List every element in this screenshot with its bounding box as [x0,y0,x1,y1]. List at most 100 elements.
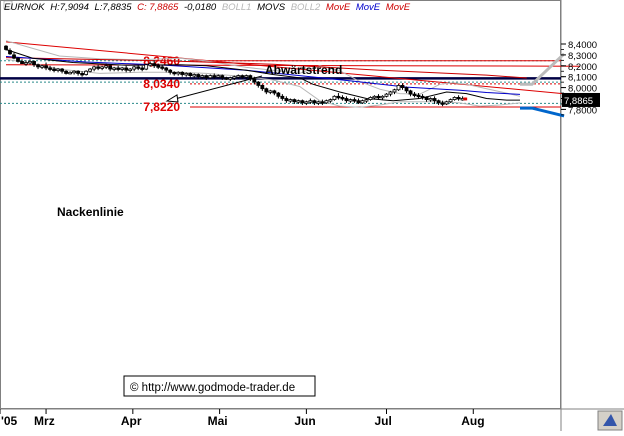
candle-body [312,100,317,104]
candle-body [16,57,20,62]
candle-body [404,87,409,92]
indicator-move-blue: MovE [356,2,381,13]
candle-body [136,66,141,69]
candle-body [320,101,325,104]
candle-body [12,54,16,59]
candle-body [52,68,56,71]
candle-body [344,98,349,102]
candle-body [256,81,261,86]
bollinger-upper [5,40,521,97]
candle-body [316,101,321,104]
projection-up [520,52,566,86]
ema-red [5,57,527,79]
candle-body [96,66,101,69]
svg-text:EURNOK H:7,9094: EURNOK H:7,9094 L:7,8835 C: 7,8865 -0,01… [4,2,411,13]
candle-body [444,101,449,105]
candle-body [452,97,457,100]
indicator-movs: MOVS [257,2,286,13]
candle-body [8,50,12,55]
x-tick-label: Mrz [34,414,55,428]
candle-body [84,70,89,75]
candle-body [364,99,369,102]
candle-body [208,75,213,79]
candle-body [396,85,401,91]
candle-body [4,45,8,50]
indicator-lines [5,40,527,108]
candle-body [348,99,353,102]
x-tick-label: '05 [1,414,18,428]
candle-body [28,61,32,64]
candle-body [352,99,357,102]
downtrend-line [5,41,581,96]
candle-body [276,92,281,97]
candle-body [372,95,377,99]
candle-body [128,68,133,71]
candle-body [440,102,445,105]
neckline-label: Nackenlinie [57,205,124,219]
candle-body [324,100,329,104]
chart-tool-button[interactable] [597,410,623,431]
candle-body [192,74,197,77]
y-tick-label: 8,4000 [568,40,597,51]
change-label: -0,0180 [184,2,217,13]
candle-body [164,67,169,71]
drawing-tool-icon[interactable] [603,414,617,426]
candle-body [120,67,125,70]
candle-body [360,100,365,104]
candle-body [108,65,113,70]
candle-body [336,95,341,99]
current-price-badge [562,92,600,107]
candle-body [100,66,105,69]
candle-body [160,66,165,69]
candle-body [152,63,157,67]
candle-body [32,61,36,66]
indicator-move-red-2: MovE [386,2,411,13]
candle-body [240,75,245,78]
candle-body [64,70,68,74]
candle-body [428,98,433,101]
candle-body [140,67,145,70]
candle-body [300,100,305,104]
candle-body [408,90,413,95]
candle-body [436,100,441,104]
projection-down [520,106,565,118]
close-label: C: 7,8865 [137,2,179,13]
candle-body [264,88,269,93]
candle-body [144,64,149,70]
x-tick-label: Jul [374,414,391,428]
trend-arrow-head [165,94,179,103]
candle-body [400,85,405,88]
sma-blue [5,56,521,95]
candle-body [448,99,453,103]
candle-body [292,99,297,103]
trend-label: Abwärtstrend [265,63,342,77]
low-label: L:7,8835 [95,2,133,13]
candle-body [288,99,293,102]
y-tick-label: 8,1000 [568,73,597,84]
candle-body [172,71,177,75]
candle-body [180,71,185,75]
candle-body [176,71,181,75]
candle-body [368,97,373,100]
indicator-boll1: BOLL1 [222,2,252,13]
candle-body [44,65,48,69]
candle-body [328,99,333,102]
candle-body [220,75,225,79]
candle-body [216,75,221,78]
candle-body [36,64,40,68]
candle-body [60,68,64,72]
candle-body [24,62,28,65]
candle-body [392,89,397,93]
candle-body [56,68,60,71]
bollinger-lower [5,58,521,108]
y-tick-label: 8,0000 [568,84,597,95]
sma-black [5,49,520,102]
symbol-label: EURNOK [4,2,45,13]
candle-body [76,70,80,74]
candle-body [244,75,249,78]
candle-body [204,75,209,79]
y-tick-label: 8,2000 [568,62,597,73]
header-legend: EURNOK H:7,9094 L:7,8835 C: 7,8865 -0,01… [3,0,411,13]
